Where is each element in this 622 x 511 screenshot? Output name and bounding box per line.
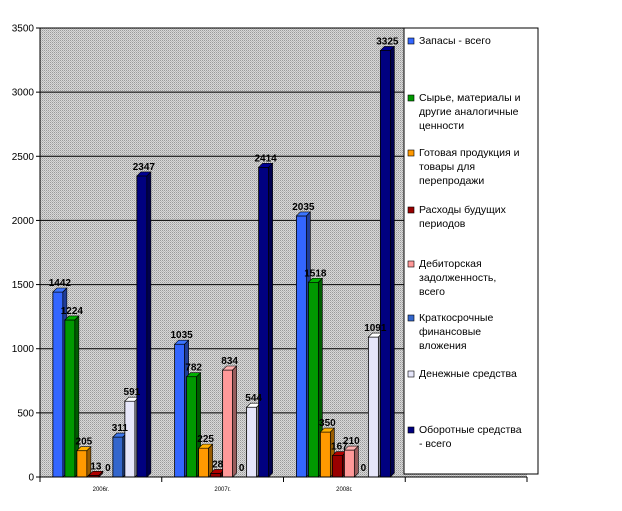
legend-label: ценности (419, 120, 464, 132)
legend-label: Запасы - всего (419, 35, 491, 47)
legend-label: перепродажи (419, 175, 484, 187)
legend-label: товары для (419, 161, 475, 173)
data-label: 205 (76, 437, 93, 448)
y-tick-label: 500 (17, 408, 34, 419)
legend-label: Сырье, материалы и (419, 92, 521, 104)
legend: Запасы - всего Сырье, материалы и другие а… (403, 27, 539, 475)
bar (258, 166, 270, 478)
bar-side-face (390, 45, 395, 478)
bar-side-face (268, 162, 273, 478)
data-label: 311 (112, 423, 129, 434)
bar (343, 449, 355, 478)
legend-label: Денежные средства (419, 368, 517, 380)
legend-label: всего (419, 286, 445, 298)
y-tick-label: 3000 (12, 88, 35, 99)
legend-label: Расходы будущих (419, 204, 507, 216)
legend-label: - всего (419, 438, 452, 450)
legend-swatch (407, 426, 415, 434)
data-label: 13 (90, 461, 102, 472)
bar (295, 215, 307, 478)
data-label: 2035 (292, 202, 315, 213)
y-tick-label: 3500 (12, 24, 35, 35)
bar (210, 473, 222, 478)
legend-label: финансовые (419, 326, 481, 338)
y-tick-label: 1000 (12, 344, 35, 355)
bar (307, 281, 319, 478)
data-label: 0 (239, 463, 245, 474)
data-label: 350 (319, 418, 336, 429)
bar (112, 436, 124, 478)
legend-swatch (407, 37, 415, 45)
bar (379, 50, 391, 478)
data-label: 28 (212, 459, 224, 470)
bar (136, 175, 148, 478)
bar (222, 369, 234, 478)
legend-swatch (407, 314, 415, 322)
data-label: 544 (245, 393, 262, 404)
legend-label: задолженность, (419, 272, 496, 284)
y-axis-ticks: 0 500 1000 1500 2000 2500 3000 3500 (12, 24, 40, 484)
bar (76, 450, 88, 478)
legend-label: вложения (419, 340, 467, 352)
data-label: 2347 (133, 162, 156, 173)
bar (52, 291, 64, 478)
data-label: 834 (221, 356, 238, 367)
legend-label: Краткосрочные (419, 312, 493, 324)
y-tick-label: 1500 (12, 280, 35, 291)
bar (174, 343, 186, 478)
x-axis-ticks: 2006г. 2007г. 2008г. (39, 477, 528, 493)
legend-box (403, 27, 539, 475)
data-label: 0 (105, 463, 111, 474)
bar (246, 406, 258, 478)
data-label: 225 (197, 434, 214, 445)
legend-label: другие аналогичные (419, 106, 519, 118)
x-tick-label: 2006г. (93, 487, 110, 493)
legend-swatch (407, 260, 415, 268)
legend-swatch (407, 149, 415, 157)
bar-side-face (232, 365, 237, 478)
legend-label: периодов (419, 218, 466, 230)
legend-swatch (407, 94, 415, 102)
data-label: 782 (185, 363, 202, 374)
bar (319, 431, 331, 478)
legend-label: Готовая продукция и (419, 147, 520, 159)
data-label: 1442 (49, 278, 72, 289)
x-tick-label: 2008г. (336, 487, 353, 493)
bar-side-face (146, 171, 152, 478)
data-label: 3325 (376, 36, 399, 47)
bar (367, 336, 379, 478)
legend-swatch (407, 370, 415, 378)
x-tick-label: 2007г. (214, 487, 231, 493)
data-label: 210 (343, 436, 360, 447)
data-label: 1224 (61, 306, 84, 317)
data-label: 1035 (171, 330, 194, 341)
bar (124, 400, 136, 478)
bar-side-face (98, 470, 104, 478)
data-label: 1091 (364, 323, 387, 334)
data-label: 591 (124, 387, 141, 398)
bar (64, 319, 76, 478)
legend-label: Дебиторская (419, 258, 482, 270)
y-tick-label: 2500 (12, 152, 35, 163)
data-label: 167 (331, 442, 348, 453)
data-label: 2414 (255, 153, 278, 164)
bar (198, 447, 210, 478)
data-label: 0 (361, 463, 367, 474)
bar-side-face (354, 445, 359, 478)
legend-label: Оборотные средства (419, 424, 522, 436)
bar (331, 455, 343, 478)
y-tick-label: 2000 (12, 216, 35, 227)
legend-swatch (407, 206, 415, 214)
data-label: 1518 (304, 268, 327, 279)
bar (186, 376, 198, 478)
y-tick-label: 0 (28, 473, 34, 484)
